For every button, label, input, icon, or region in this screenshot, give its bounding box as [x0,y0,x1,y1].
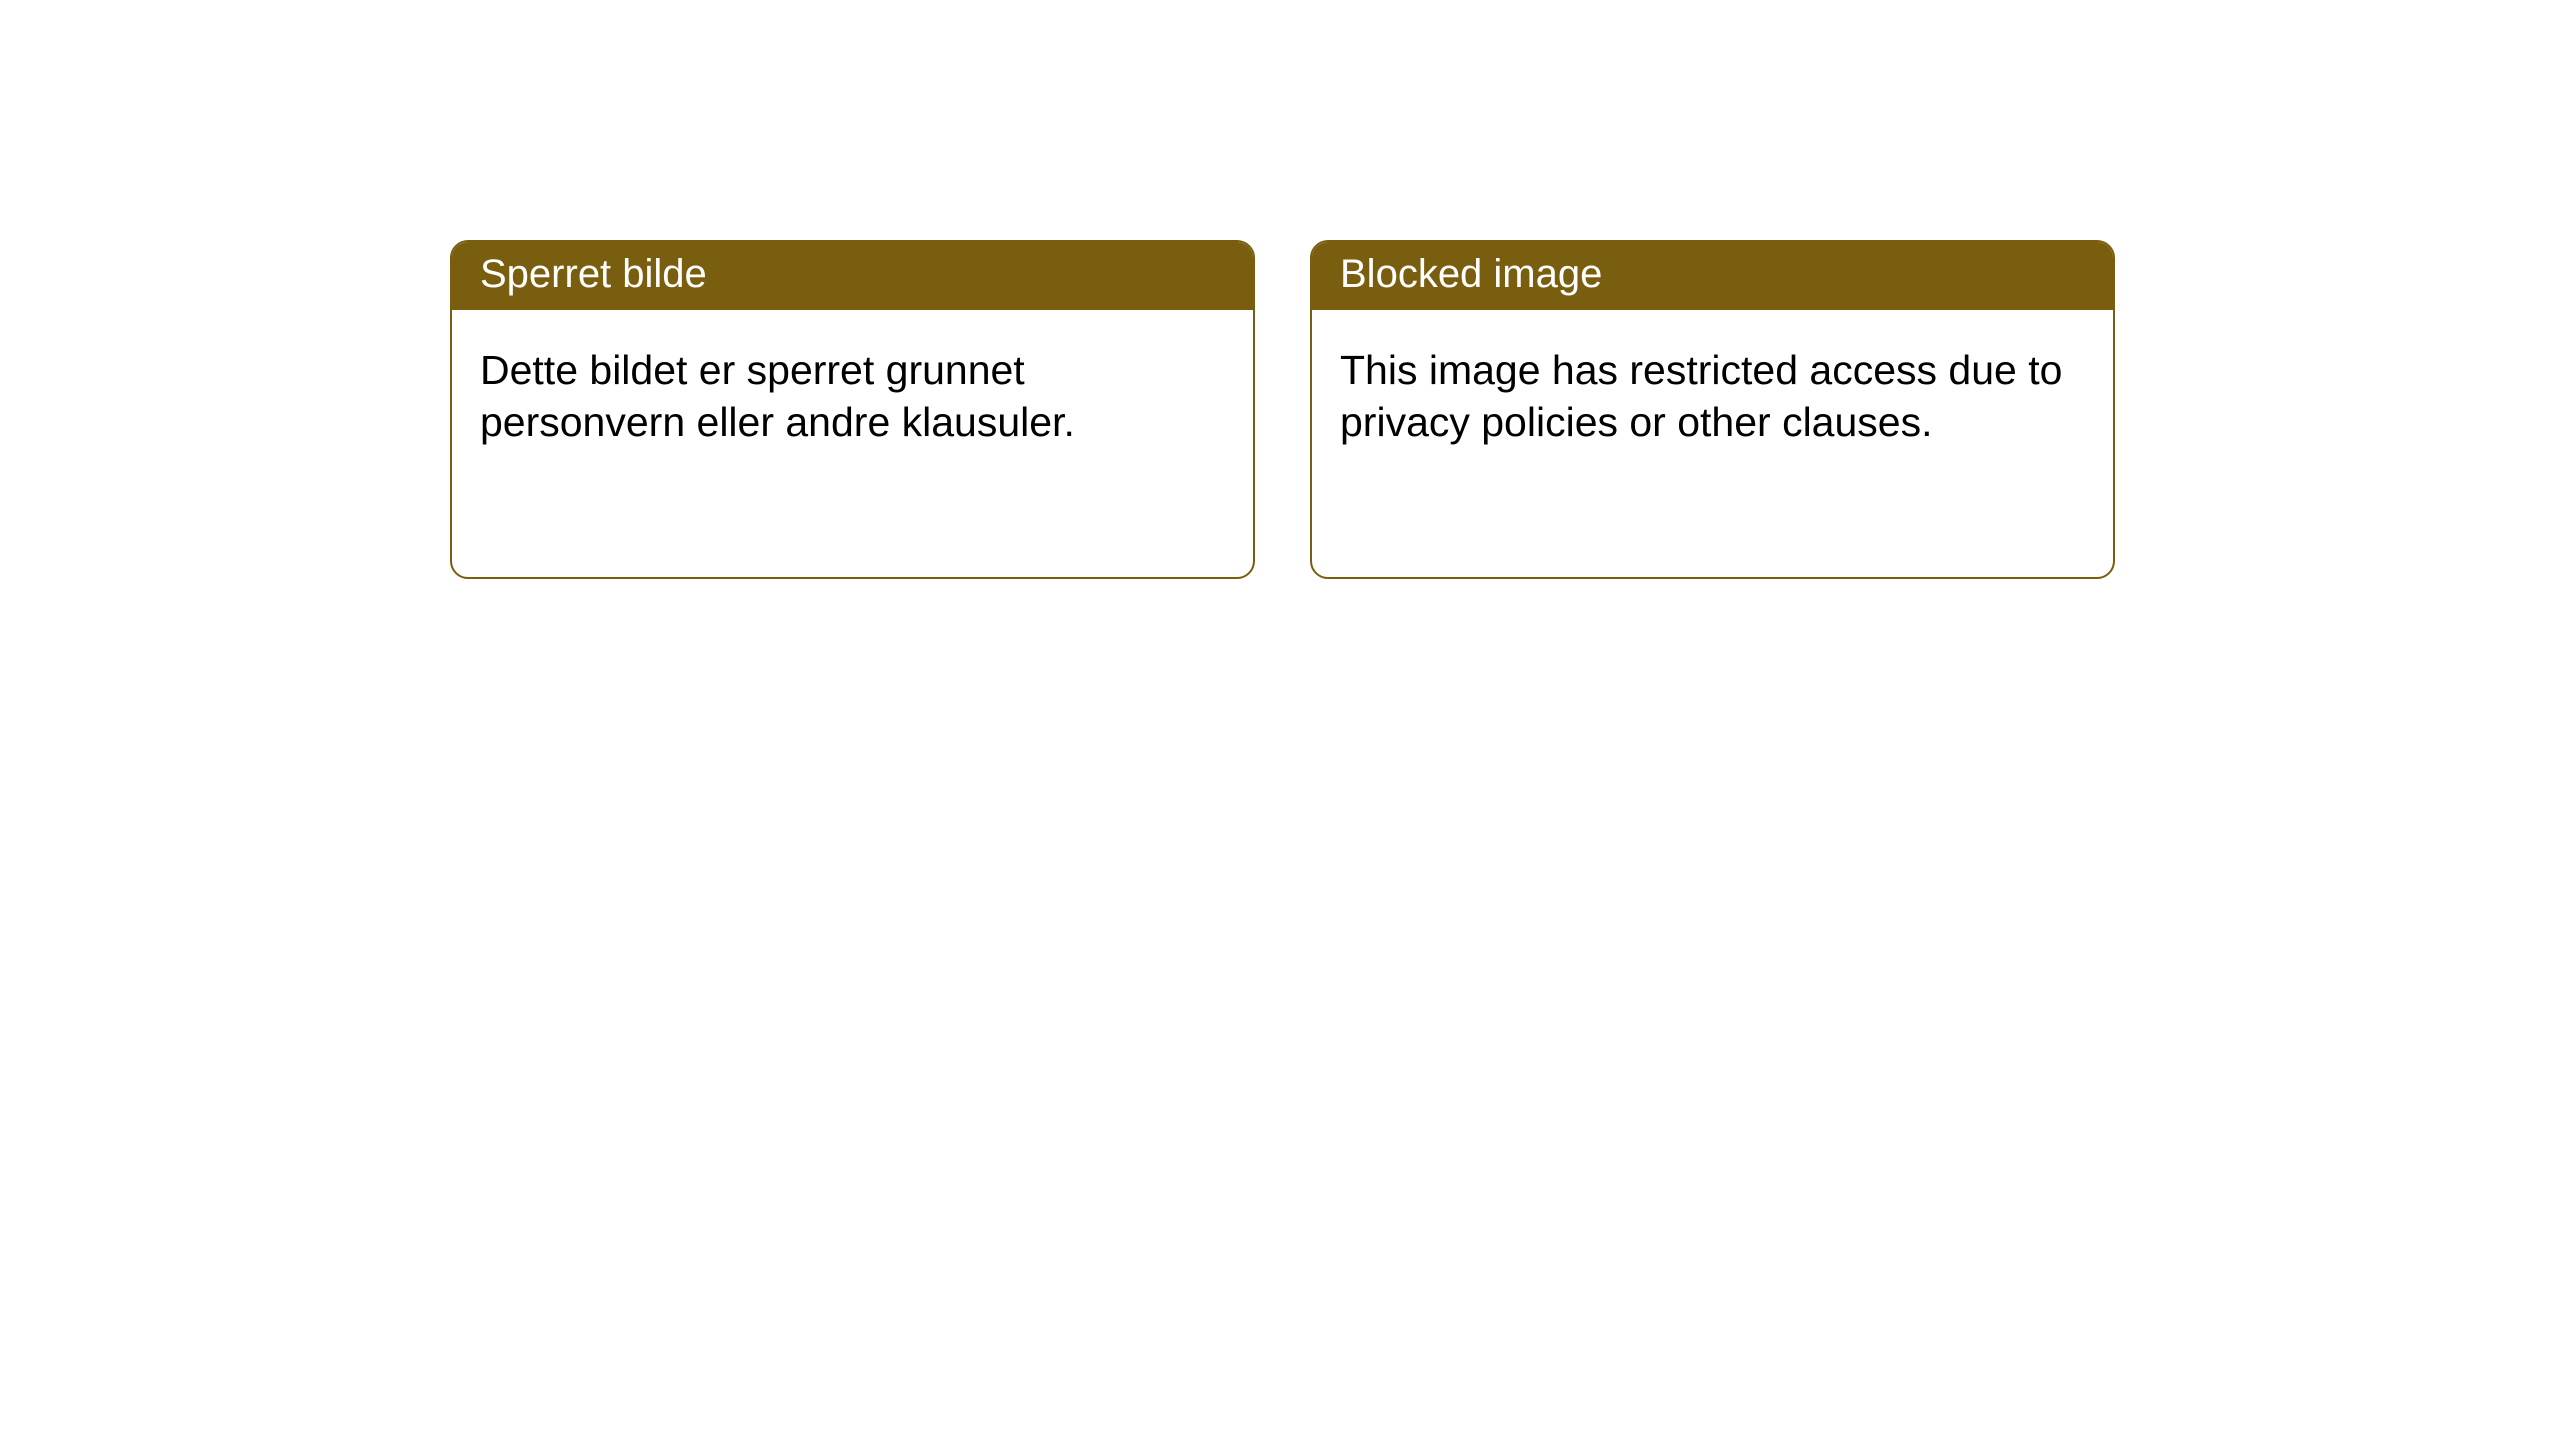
card-header-norwegian: Sperret bilde [452,242,1253,310]
blocked-image-card-english: Blocked image This image has restricted … [1310,240,2115,579]
notice-container: Sperret bilde Dette bildet er sperret gr… [0,0,2560,579]
blocked-image-card-norwegian: Sperret bilde Dette bildet er sperret gr… [450,240,1255,579]
card-body-norwegian: Dette bildet er sperret grunnet personve… [452,310,1253,483]
card-header-english: Blocked image [1312,242,2113,310]
card-body-english: This image has restricted access due to … [1312,310,2113,483]
